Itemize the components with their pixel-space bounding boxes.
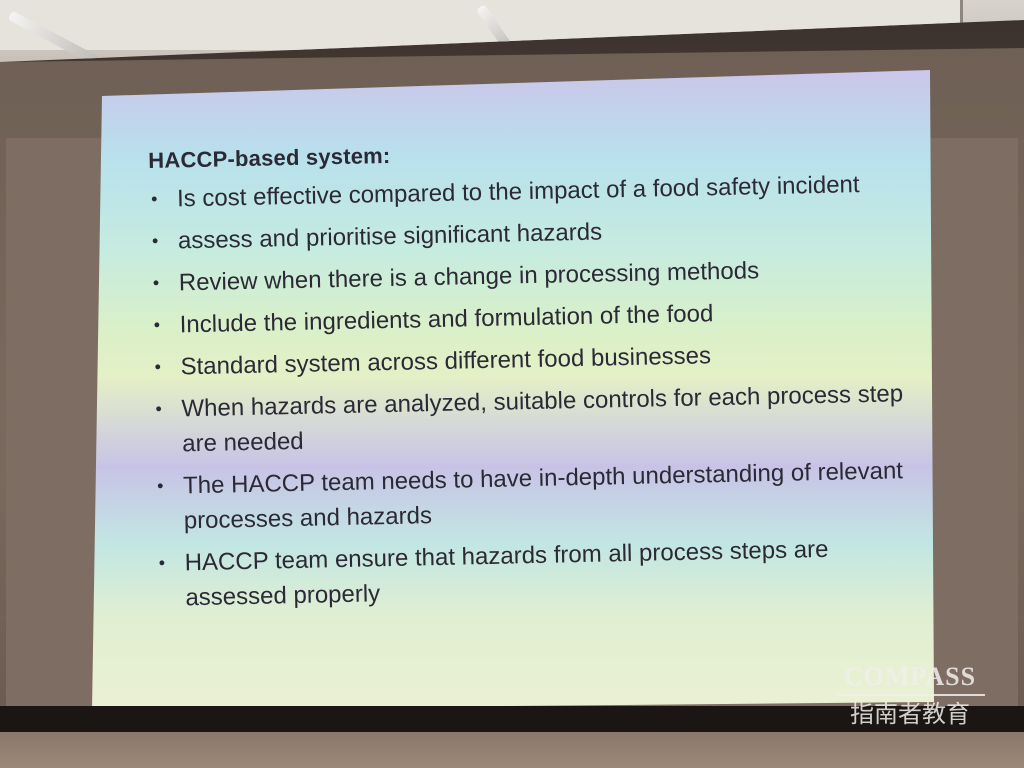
bullet-text: Is cost effective compared to the impact… xyxy=(176,171,860,213)
bullet-list: • Is cost effective compared to the impac… xyxy=(149,166,918,616)
bullet-item: • HACCP team ensure that hazards from all… xyxy=(156,530,917,616)
watermark-brand: COMPASS xyxy=(843,662,977,691)
bullet-item: • Standard system across different food b… xyxy=(152,334,913,385)
screen-bottom-bar xyxy=(0,706,1024,732)
bullet-dot-icon: • xyxy=(158,552,166,573)
bullet-text: Review when there is a change in process… xyxy=(178,257,760,297)
bullet-text: assess and prioritise significant hazard… xyxy=(177,218,603,255)
watermark-logo: COMPASS 指南者教育 xyxy=(820,662,1000,752)
bullet-text: The HACCP team needs to have in-depth un… xyxy=(182,457,904,535)
bullet-dot-icon: • xyxy=(156,475,164,496)
projected-slide: HACCP-based system: • Is cost effective c… xyxy=(92,70,934,710)
bullet-text: Standard system across different food bu… xyxy=(180,342,712,381)
bullet-dot-icon: • xyxy=(155,398,162,419)
bullet-item: • Is cost effective compared to the impac… xyxy=(149,166,910,217)
floor xyxy=(0,732,1024,768)
bullet-text: When hazards are analyzed, suitable cont… xyxy=(181,380,904,458)
watermark-subtitle: 指南者教育 xyxy=(850,700,970,728)
bullet-dot-icon: • xyxy=(154,356,162,377)
bullet-item: • assess and prioritise significant hazar… xyxy=(150,208,911,259)
bullet-item: • Include the ingredients and formulation… xyxy=(151,292,912,343)
bullet-item: • The HACCP team needs to have in-depth u… xyxy=(155,453,916,539)
ceiling-panel xyxy=(540,0,963,50)
bullet-dot-icon: • xyxy=(153,314,161,335)
slide-content: HACCP-based system: • Is cost effective c… xyxy=(148,132,918,623)
bullet-text: HACCP team ensure that hazards from all … xyxy=(184,535,829,612)
ceiling-panel xyxy=(120,0,543,50)
bullet-item: • When hazards are analyzed, suitable con… xyxy=(153,376,914,462)
watermark-rule xyxy=(835,694,985,696)
bullet-text: Include the ingredients and formulation … xyxy=(179,300,714,339)
bullet-dot-icon: • xyxy=(150,188,158,209)
bullet-dot-icon: • xyxy=(151,230,159,251)
bullet-dot-icon: • xyxy=(152,272,160,293)
bullet-item: • Review when there is a change in proces… xyxy=(150,250,911,301)
